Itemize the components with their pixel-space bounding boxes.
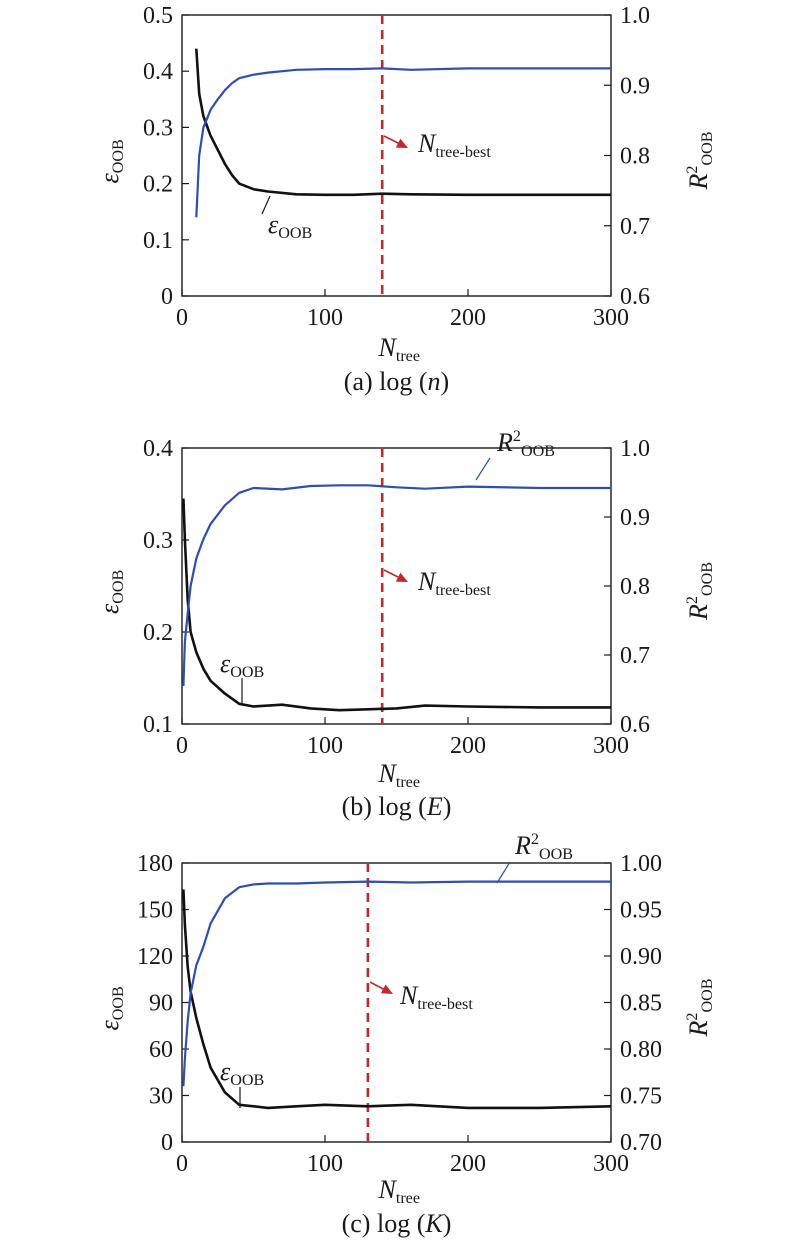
y-right-tick-label: 0.7	[620, 643, 650, 669]
best-ntree-label: Ntree-best	[417, 567, 491, 599]
y-right-axis-title: R2OOB	[684, 132, 716, 191]
eps-series-label: εOOB	[220, 1057, 264, 1089]
x-tick-label: 100	[307, 733, 343, 759]
best-ntree-label: Ntree-best	[417, 129, 491, 161]
panel-caption: (c) log (K)	[342, 1209, 452, 1238]
x-tick-label: 0	[176, 733, 188, 759]
y-left-tick-label: 150	[137, 898, 173, 924]
r2-oob-line	[195, 67, 611, 218]
y-left-axis-title: εOOB	[95, 986, 127, 1030]
x-tick-label: 0	[176, 305, 188, 331]
y-left-axis-title: εOOB	[95, 139, 127, 183]
y-left-tick-label: 0.3	[143, 528, 173, 554]
y-right-tick-label: 0.6	[620, 712, 650, 738]
y-left-tick-label: 90	[149, 991, 173, 1017]
y-right-axis-title: R2OOB	[684, 562, 716, 621]
y-left-tick-label: 0.4	[143, 436, 173, 462]
y-right-tick-label: 0.70	[620, 1130, 662, 1156]
y-left-tick-label: 30	[149, 1084, 173, 1110]
x-tick-label: 300	[593, 733, 629, 759]
y-right-tick-label: 0.9	[620, 505, 650, 531]
y-left-tick-label: 0.1	[143, 228, 173, 254]
panel-caption: (a) log (n)	[344, 367, 449, 396]
plot-frame	[181, 14, 612, 297]
y-right-tick-label: 1.0	[620, 3, 650, 29]
y-right-tick-label: 0.7	[620, 214, 650, 240]
x-tick-label: 200	[450, 1151, 486, 1177]
best-arrow-head	[395, 138, 408, 148]
x-tick-label: 0	[176, 1151, 188, 1177]
y-right-tick-label: 0.8	[620, 144, 650, 170]
y-left-tick-label: 0.3	[143, 115, 173, 141]
y-right-tick-label: 0.6	[620, 284, 650, 310]
chart-panel-2: 0 100 200 300 0.1 0.2 0.3 0.4 0.6 0.7 0.8 0.9 1.0 εOO…	[95, 428, 716, 821]
x-axis-title: Ntree	[378, 333, 420, 365]
chart-panel-3: 0 100 200 300 0 30 60 90 120 150 180 0.70 0.75 0.80 0.…	[95, 831, 716, 1238]
eps-oob-line	[182, 889, 612, 1110]
y-left-tick-label: 0.5	[143, 3, 173, 29]
r2-label-leader	[475, 457, 491, 481]
y-right-tick-label: 1.00	[620, 851, 662, 877]
y-right-tick-label: 0.85	[620, 991, 662, 1017]
r2-oob-line	[182, 484, 611, 687]
x-tick-label: 300	[593, 1151, 629, 1177]
r2-oob-line	[182, 880, 611, 1087]
eps-series-label: εOOB	[268, 210, 312, 242]
plot-frame	[181, 862, 612, 1143]
y-left-tick-label: 180	[137, 851, 173, 877]
y-right-tick-label: 0.95	[620, 898, 662, 924]
r2-series-label: R2OOB	[496, 428, 555, 460]
chart-panel-1: 0 100 200 300 0 0.1 0.2 0.3 0.4 0.5 0.6 0.7 0.8 0.9 1.…	[95, 3, 716, 396]
r2-label-leader	[496, 861, 511, 884]
y-right-tick-label: 0.90	[620, 944, 662, 970]
y-right-axis-title: R2OOB	[684, 979, 716, 1038]
best-arrow-head	[395, 572, 408, 582]
x-axis-title: Ntree	[378, 759, 420, 791]
eps-label-leader	[261, 195, 271, 215]
y-left-tick-label: 0	[161, 284, 173, 310]
y-right-tick-label: 1.0	[620, 436, 650, 462]
y-left-tick-label: 60	[149, 1037, 173, 1063]
y-left-tick-label: 0.2	[143, 172, 173, 198]
y-right-tick-label: 0.80	[620, 1037, 662, 1063]
x-tick-label: 100	[307, 305, 343, 331]
y-left-tick-label: 120	[137, 944, 173, 970]
x-axis-title: Ntree	[378, 1175, 420, 1207]
y-left-axis-title: εOOB	[95, 570, 127, 614]
best-arrow-head	[380, 984, 393, 994]
y-right-tick-label: 0.9	[620, 73, 650, 99]
eps-series-label: εOOB	[220, 649, 264, 681]
panel-caption: (b) log (E)	[342, 792, 452, 821]
x-tick-label: 200	[450, 733, 486, 759]
y-right-tick-label: 0.8	[620, 574, 650, 600]
x-tick-label: 100	[307, 1151, 343, 1177]
eps-oob-line	[195, 48, 611, 197]
y-left-tick-label: 0.1	[143, 712, 173, 738]
r2-series-label: R2OOB	[514, 831, 573, 863]
y-left-tick-label: 0.2	[143, 620, 173, 646]
best-ntree-label: Ntree-best	[399, 981, 473, 1013]
x-tick-label: 300	[593, 305, 629, 331]
y-left-tick-label: 0.4	[143, 59, 173, 85]
x-tick-label: 200	[450, 305, 486, 331]
eps-oob-line	[182, 498, 611, 712]
y-right-tick-label: 0.75	[620, 1084, 662, 1110]
y-left-tick-label: 0	[161, 1130, 173, 1156]
